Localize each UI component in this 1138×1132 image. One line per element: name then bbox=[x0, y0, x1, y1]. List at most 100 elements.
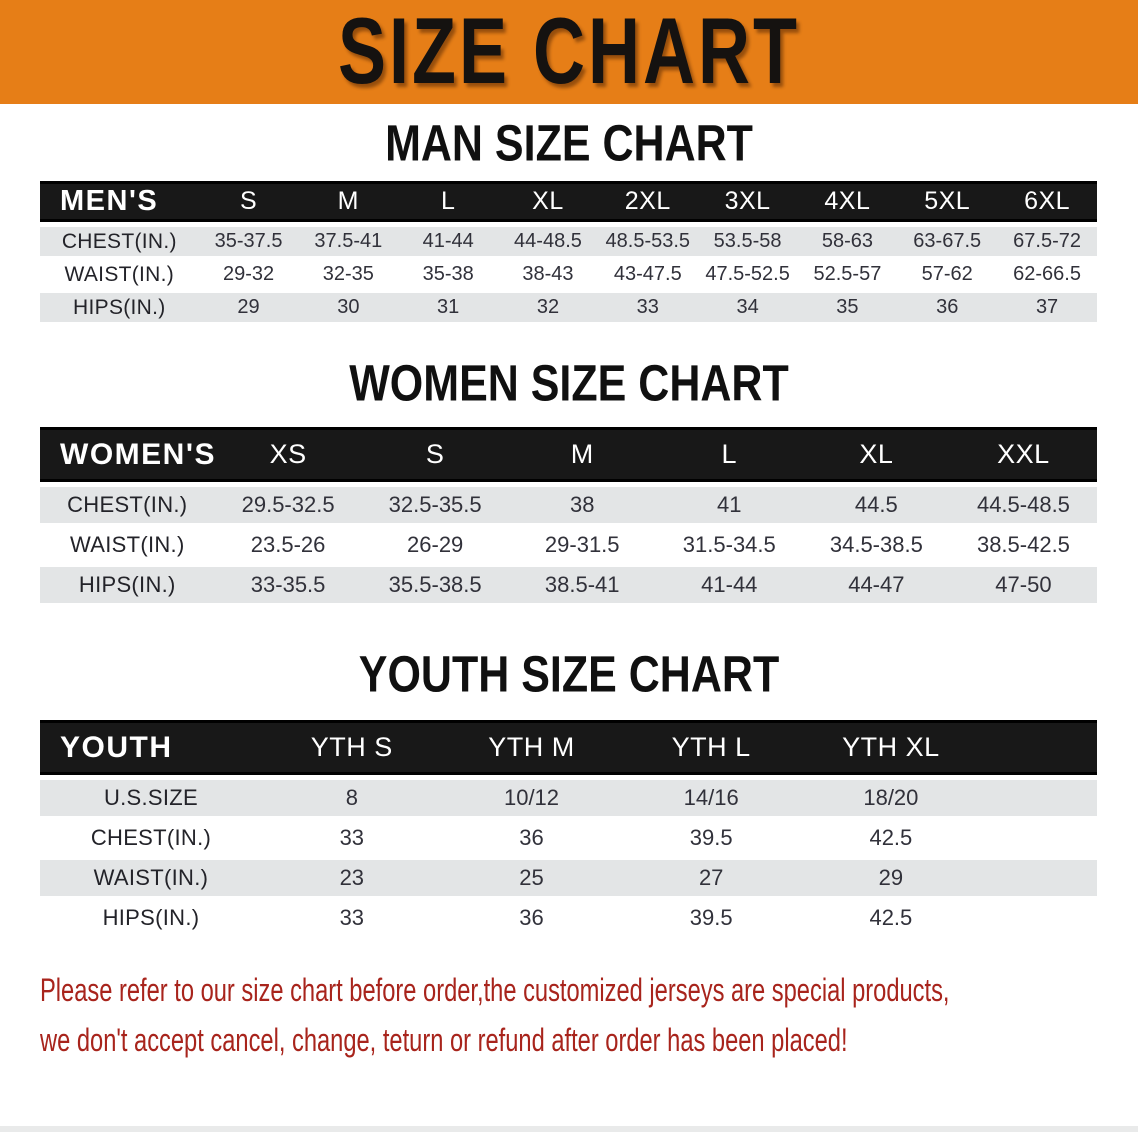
cell-value: 36 bbox=[441, 900, 622, 940]
cell-value: 25 bbox=[441, 860, 622, 900]
cell-value: 32 bbox=[498, 293, 598, 326]
row-label: HIPS(IN.) bbox=[40, 567, 215, 607]
table-row: HIPS(IN.) 33 36 39.5 42.5 bbox=[40, 900, 1097, 940]
women-size-table: WOMEN'S XS S M L XL XXL CHEST(IN.) 29.5-32.5 32.5… bbox=[40, 427, 1097, 607]
cell-value: 8 bbox=[261, 780, 442, 820]
column-header: S bbox=[361, 427, 509, 487]
cell-value: 38.5-42.5 bbox=[949, 527, 1097, 567]
cell-value: 29 bbox=[801, 860, 981, 900]
youth-section-heading: YOUTH SIZE CHART bbox=[358, 646, 780, 704]
cell-value: 18/20 bbox=[801, 780, 981, 820]
cell-value: 31 bbox=[398, 293, 499, 326]
banner-title: SIZE CHART bbox=[338, 0, 800, 105]
table-row: HIPS(IN.) 29 30 31 32 33 34 35 36 37 bbox=[40, 293, 1097, 326]
cell-value: 23.5-26 bbox=[214, 527, 362, 567]
table-row: CHEST(IN.) 35-37.5 37.5-41 41-44 44-48.5 48.5… bbox=[40, 227, 1097, 260]
cell-value: 48.5-53.5 bbox=[597, 227, 698, 260]
cell-value: 41-44 bbox=[398, 227, 499, 260]
table-row: HIPS(IN.) 33-35.5 35.5-38.5 38.5-41 41-44 44-… bbox=[40, 567, 1097, 607]
notice-line-2: we don't accept cancel, change, teturn o… bbox=[40, 1021, 848, 1058]
cell-value: 31.5-34.5 bbox=[655, 527, 803, 567]
women-corner-label: WOMEN'S bbox=[40, 427, 215, 487]
cell-value: 62-66.5 bbox=[997, 260, 1097, 293]
cell-value: 43-47.5 bbox=[597, 260, 698, 293]
cell-value: 42.5 bbox=[801, 820, 981, 860]
cell-value: 44-47 bbox=[802, 567, 950, 607]
cell-value: 35.5-38.5 bbox=[361, 567, 509, 607]
cell-value: 27 bbox=[621, 860, 802, 900]
filler-cell bbox=[980, 720, 1097, 780]
cell-value: 44.5-48.5 bbox=[949, 487, 1097, 527]
cell-value: 37 bbox=[997, 293, 1097, 326]
cell-value: 33 bbox=[597, 293, 698, 326]
cell-value: 41 bbox=[655, 487, 803, 527]
bottom-strip bbox=[0, 1126, 1138, 1132]
column-header: XL bbox=[498, 181, 598, 227]
column-header: L bbox=[398, 181, 499, 227]
youth-size-table: YOUTH YTH S YTH M YTH L YTH XL U.S.SIZE 8 10/12… bbox=[40, 720, 1097, 940]
cell-value: 52.5-57 bbox=[797, 260, 898, 293]
column-header: M bbox=[298, 181, 399, 227]
column-header: 2XL bbox=[597, 181, 698, 227]
column-header: 3XL bbox=[697, 181, 798, 227]
youth-corner-label: YOUTH bbox=[40, 720, 262, 780]
row-label: CHEST(IN.) bbox=[40, 227, 199, 260]
cell-value: 35 bbox=[797, 293, 898, 326]
cell-value: 67.5-72 bbox=[997, 227, 1097, 260]
row-label: WAIST(IN.) bbox=[40, 860, 262, 900]
cell-value: 44-48.5 bbox=[498, 227, 598, 260]
cell-value: 29.5-32.5 bbox=[214, 487, 362, 527]
column-header: YTH M bbox=[441, 720, 622, 780]
cell-value: 32.5-35.5 bbox=[361, 487, 509, 527]
column-header: 5XL bbox=[897, 181, 998, 227]
cell-value: 47.5-52.5 bbox=[697, 260, 798, 293]
men-corner-label: MEN'S bbox=[40, 181, 199, 227]
women-size-section: WOMEN SIZE CHART WOMEN'S XS S M L XL XXL CHEST(I… bbox=[0, 356, 1138, 607]
cell-value: 37.5-41 bbox=[298, 227, 399, 260]
cell-value: 29 bbox=[198, 293, 299, 326]
column-header: YTH S bbox=[261, 720, 442, 780]
cell-value: 29-32 bbox=[198, 260, 299, 293]
women-table-wrap: WOMEN'S XS S M L XL XXL CHEST(IN.) 29.5-32.5 32.5… bbox=[40, 427, 1097, 607]
column-header: 4XL bbox=[797, 181, 898, 227]
women-header-row: WOMEN'S XS S M L XL XXL bbox=[40, 427, 1097, 487]
filler-cell bbox=[980, 780, 1097, 820]
cell-value: 41-44 bbox=[655, 567, 803, 607]
column-header: L bbox=[655, 427, 803, 487]
filler-cell bbox=[980, 860, 1097, 900]
cell-value: 42.5 bbox=[801, 900, 981, 940]
men-section-heading: MAN SIZE CHART bbox=[385, 115, 753, 173]
filler-cell bbox=[980, 900, 1097, 940]
men-size-table: MEN'S S M L XL 2XL 3XL 4XL 5XL 6XL CHEST(IN.) 35-37… bbox=[40, 181, 1097, 326]
cell-value: 39.5 bbox=[621, 900, 802, 940]
cell-value: 35-38 bbox=[398, 260, 499, 293]
column-header: YTH L bbox=[621, 720, 802, 780]
men-size-section: MAN SIZE CHART MEN'S S M L XL 2XL 3XL 4XL 5XL 6XL C… bbox=[0, 116, 1138, 326]
cell-value: 44.5 bbox=[802, 487, 950, 527]
row-label: WAIST(IN.) bbox=[40, 527, 215, 567]
notice-line-1: Please refer to our size chart before or… bbox=[40, 972, 950, 1008]
cell-value: 33 bbox=[261, 900, 442, 940]
cell-value: 36 bbox=[441, 820, 622, 860]
row-label: CHEST(IN.) bbox=[40, 820, 262, 860]
cell-value: 10/12 bbox=[441, 780, 622, 820]
cell-value: 53.5-58 bbox=[697, 227, 798, 260]
cell-value: 35-37.5 bbox=[198, 227, 299, 260]
cell-value: 33-35.5 bbox=[214, 567, 362, 607]
row-label: HIPS(IN.) bbox=[40, 900, 262, 940]
cell-value: 30 bbox=[298, 293, 399, 326]
column-header: XL bbox=[802, 427, 950, 487]
cell-value: 38.5-41 bbox=[508, 567, 656, 607]
cell-value: 34 bbox=[697, 293, 798, 326]
table-row: U.S.SIZE 8 10/12 14/16 18/20 bbox=[40, 780, 1097, 820]
column-header: 6XL bbox=[997, 181, 1097, 227]
cell-value: 63-67.5 bbox=[897, 227, 998, 260]
table-row: CHEST(IN.) 29.5-32.5 32.5-35.5 38 41 44.5 44.5… bbox=[40, 487, 1097, 527]
column-header: M bbox=[508, 427, 656, 487]
column-header: XXL bbox=[949, 427, 1097, 487]
youth-table-wrap: YOUTH YTH S YTH M YTH L YTH XL U.S.SIZE 8 10/12… bbox=[40, 720, 1097, 940]
row-label: WAIST(IN.) bbox=[40, 260, 199, 293]
order-notice: Please refer to our size chart before or… bbox=[40, 966, 1138, 1065]
cell-value: 58-63 bbox=[797, 227, 898, 260]
